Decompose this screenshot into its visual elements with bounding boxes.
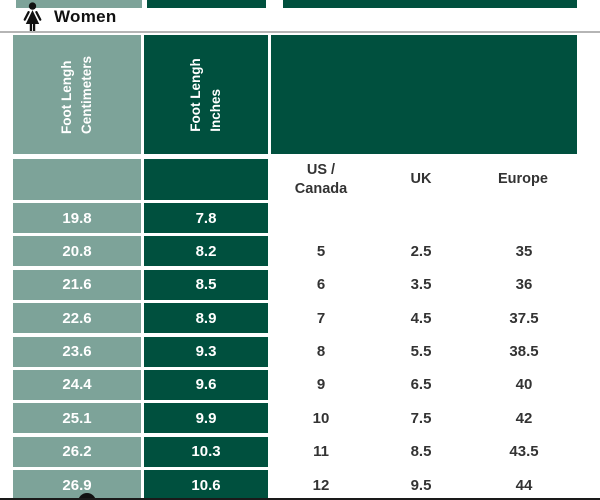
cell-cm: 26.9 [13,470,141,500]
cell-uk: 3.5 [410,276,432,294]
cell-europe: 36 [515,276,533,294]
cell-cm: 24.4 [13,369,141,400]
cell-us-canada: 10 [312,409,330,427]
cell-us-canada: 6 [316,276,326,294]
cell-europe: 38.5 [509,343,539,361]
cell-inches: 8.9 [144,303,268,334]
cell-europe: 43.5 [509,443,539,461]
cell-inches: 9.9 [144,403,268,434]
table-row: 26.9 10.6 12 9.5 44 [0,470,600,500]
cell-us-canada: 5 [316,242,326,260]
header-foot-length-inches-label: Foot Lengh Inches [187,57,223,132]
heading-divider [0,31,600,33]
cell-uk: 5.5 [410,343,432,361]
cell-us-canada: 9 [316,376,326,394]
cell-cm: 23.6 [13,336,141,367]
cell-cm: 21.6 [13,269,141,300]
cell-europe: 44 [515,476,533,494]
table-row: 22.6 8.9 7 4.5 37.5 [0,303,600,334]
previous-table-partial-block [283,0,577,8]
cell-europe: 35 [515,242,533,260]
cell-cm: 22.6 [13,303,141,334]
column-header-us-canada: US / Canada [294,162,348,197]
table-row: 21.6 8.5 6 3.5 36 [0,269,600,300]
cell-cm: 20.8 [13,236,141,267]
image-bottom-edge [0,498,600,500]
cell-uk: 6.5 [410,376,432,394]
cell-europe [471,203,577,233]
table-row: 24.4 9.6 9 6.5 40 [0,369,600,400]
cell-uk [371,203,471,233]
cell-uk: 2.5 [410,242,432,260]
cell-uk: 9.5 [410,476,432,494]
cell-us-canada: 8 [316,343,326,361]
cell-inches: 7.8 [144,203,268,233]
cell-inches: 9.3 [144,336,268,367]
header-foot-length-cm: Foot Lengh Centimeters [13,35,141,154]
cell-europe: 42 [515,409,533,427]
cell-cm: 19.8 [13,203,141,233]
woman-pictogram-icon [20,2,45,32]
cell-uk: 8.5 [410,443,432,461]
column-header-europe: Europe [498,171,548,188]
cell-inches: 8.5 [144,269,268,300]
section-heading: Women [20,2,117,32]
cell-inches: 9.6 [144,369,268,400]
cell-inches: 10.3 [144,436,268,467]
section-title: Women [54,7,117,26]
cell-us-canada: 11 [313,443,329,461]
header-sizes-block [271,35,577,154]
cell-europe: 40 [515,376,533,394]
cell-inches: 10.6 [144,470,268,500]
cell-cm: 25.1 [13,403,141,434]
cell-us-canada: 12 [312,476,330,494]
next-section-icon-head [78,493,96,500]
table-row: 23.6 9.3 8 5.5 38.5 [0,336,600,367]
header-foot-length-cm-label: Foot Lengh Centimeters [58,55,94,134]
cell-uk: 4.5 [410,309,432,327]
table-row: 26.2 10.3 11 8.5 43.5 [0,436,600,467]
table-row: 25.1 9.9 10 7.5 42 [0,403,600,434]
subheader-inches-cell [144,159,268,200]
table-row: 19.8 7.8 [0,203,600,233]
table-row: 20.8 8.2 5 2.5 35 [0,236,600,267]
cell-cm: 26.2 [13,436,141,467]
cell-inches: 8.2 [144,236,268,267]
cell-us-canada [271,203,371,233]
header-foot-length-inches: Foot Lengh Inches [144,35,268,154]
cell-europe: 37.5 [509,309,539,327]
cell-us-canada: 7 [316,309,326,327]
size-table-body: 19.8 7.8 20.8 8.2 5 2.5 35 21.6 8.5 6 3.… [0,203,600,500]
cell-uk: 7.5 [410,409,432,427]
subheader-cm-cell [13,159,141,200]
previous-table-partial-cell-cm [16,0,142,8]
column-header-uk: UK [410,171,432,188]
previous-table-partial-cell-inches [147,0,266,8]
